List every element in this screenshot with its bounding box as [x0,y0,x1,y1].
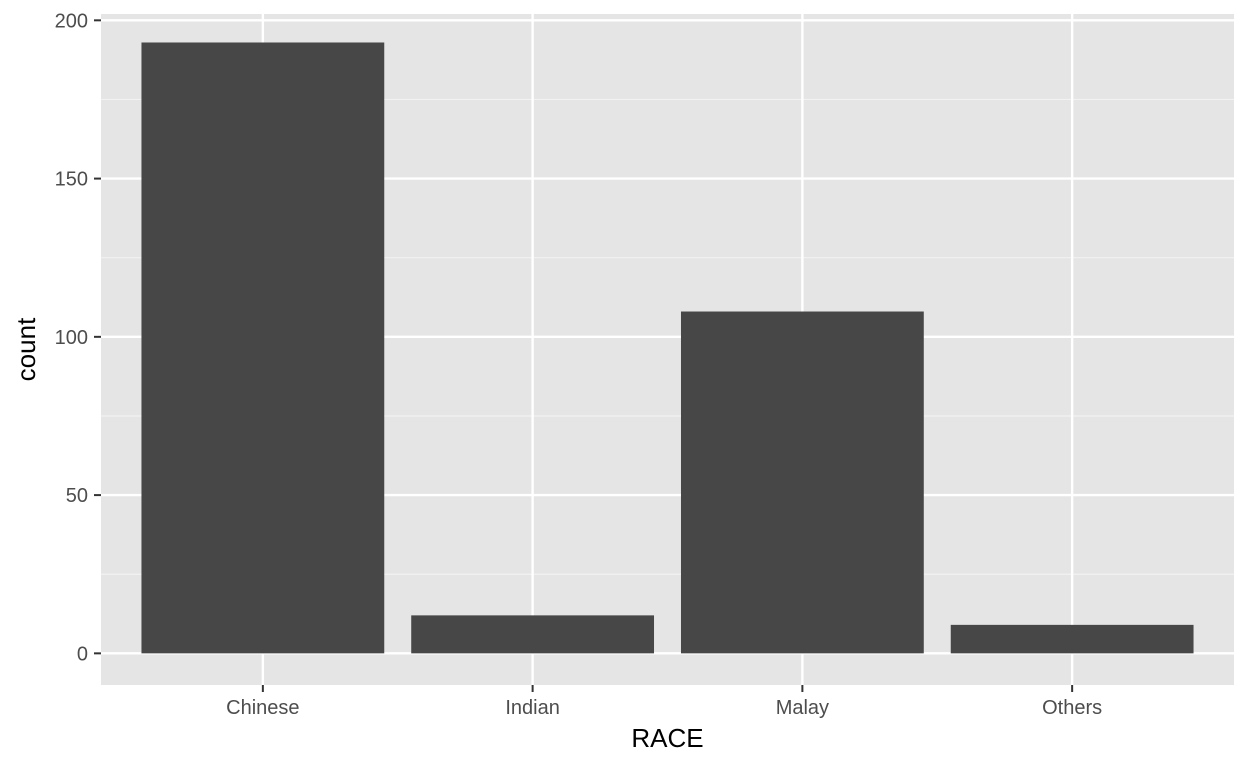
x-tick-label: Malay [776,697,829,719]
x-tick-label: Chinese [226,697,299,719]
y-tick-label: 0 [77,643,88,665]
bar-others [950,624,1194,654]
x-axis: Chinese Indian Malay Others [226,685,1102,719]
bar-malay [680,311,924,654]
bars [141,42,1194,654]
y-tick-label: 50 [66,485,88,507]
y-tick-label: 100 [55,327,88,349]
bar-chinese [141,42,385,654]
x-axis-title: RACE [631,723,703,753]
y-axis-title: count [11,317,41,381]
y-tick-label: 200 [55,10,88,32]
x-tick-label: Others [1042,697,1102,719]
x-tick-label: Indian [505,697,560,719]
bar-indian [411,615,655,654]
y-axis: 0 50 100 150 200 [55,10,101,665]
y-tick-label: 150 [55,169,88,191]
